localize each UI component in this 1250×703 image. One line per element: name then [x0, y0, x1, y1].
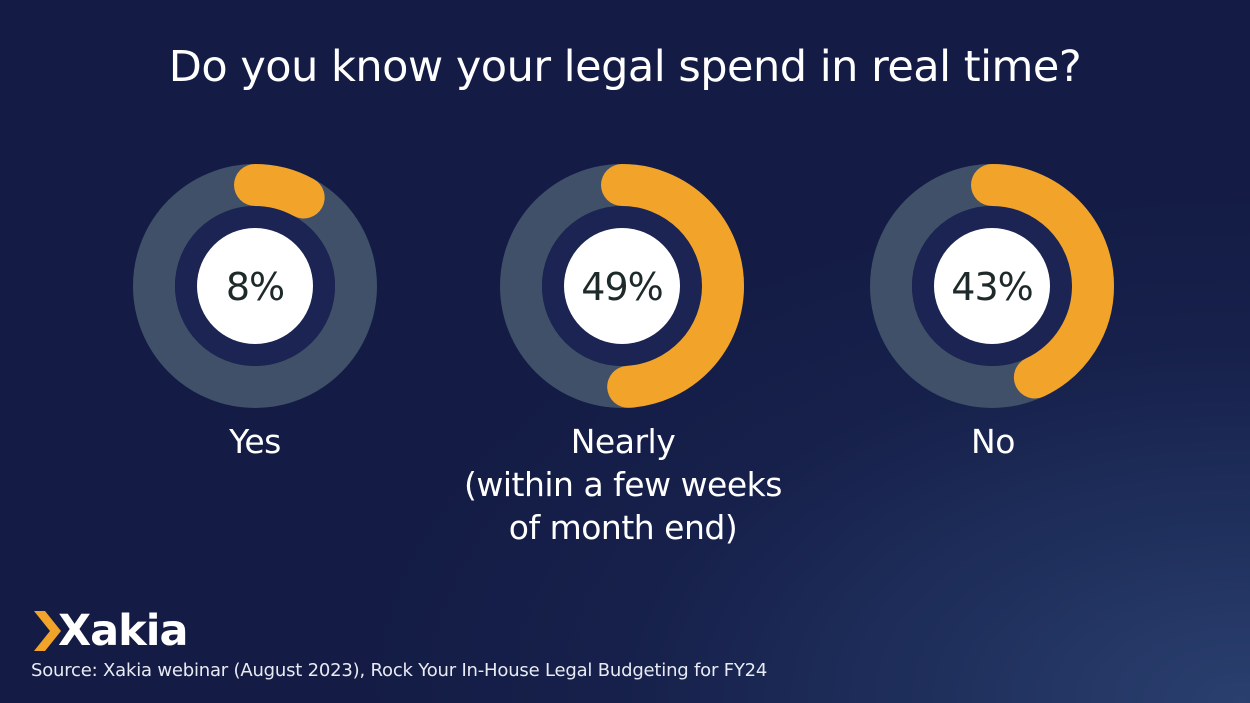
chevron-icon: [34, 611, 61, 651]
donut-2: 43%: [870, 164, 1114, 408]
category-label-line: Yes: [229, 422, 281, 461]
donut-value-label: 8%: [226, 265, 284, 309]
chart-title: Do you know your legal spend in real tim…: [168, 42, 1082, 92]
donut-value-label: 49%: [581, 265, 662, 309]
donut-center: [934, 228, 1050, 344]
category-label-no: No: [793, 420, 1193, 463]
donut-value-label: 43%: [951, 265, 1032, 309]
category-label-nearly: Nearly (within a few weeks of month end): [423, 420, 823, 549]
logo-text: Xakia: [58, 606, 189, 656]
category-label-line: Nearly: [570, 422, 676, 461]
category-label-line: of month end): [508, 508, 738, 547]
category-label-line: (within a few weeks: [464, 465, 782, 504]
category-label-yes: Yes: [55, 420, 455, 463]
donut-0: 8%: [133, 164, 377, 408]
donut-value-arc: [870, 164, 1114, 408]
donut-center: [197, 228, 313, 344]
donut-value-arc: [500, 164, 744, 408]
source-note: Source: Xakia webinar (August 2023), Roc…: [31, 660, 768, 681]
donut-center: [564, 228, 680, 344]
donut-value-arc: [133, 164, 377, 408]
donut-1: 49%: [500, 164, 744, 408]
category-label-line: No: [971, 422, 1015, 461]
xakia-logo: Xakia: [34, 603, 189, 659]
